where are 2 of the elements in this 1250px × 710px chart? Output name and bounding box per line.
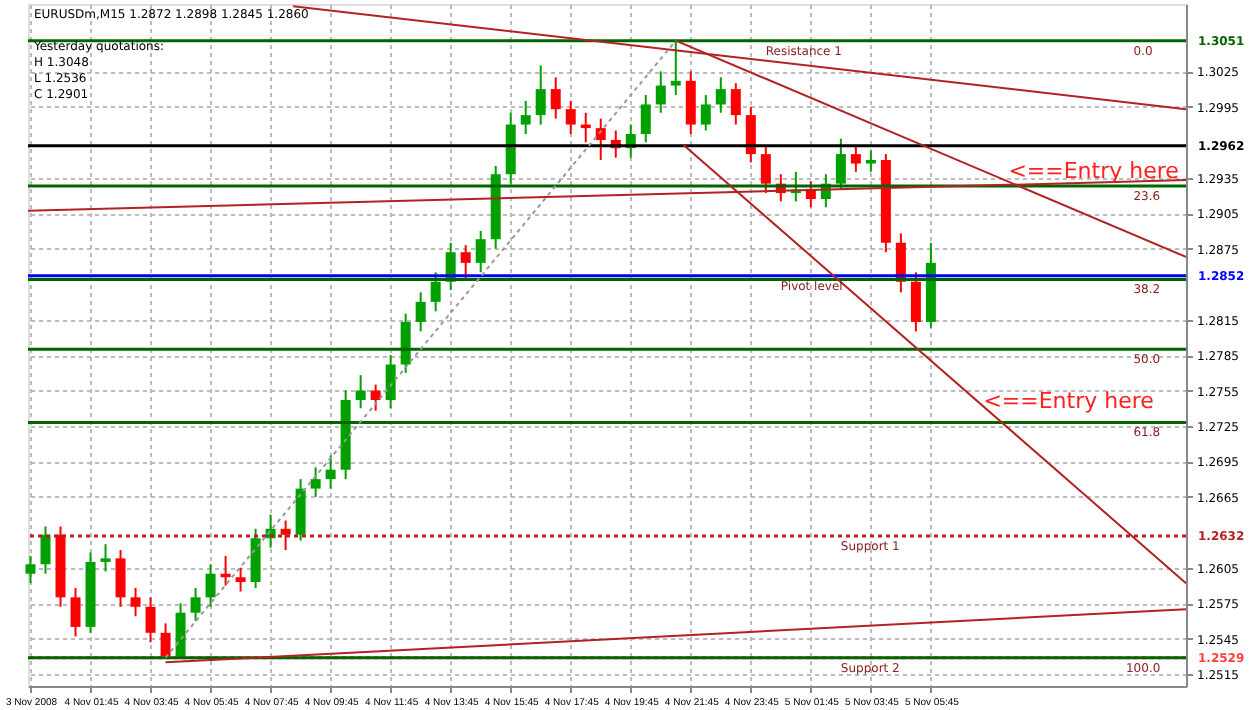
annotation: <==Entry here — [983, 388, 1155, 415]
annotation: <==Entry here — [1008, 157, 1180, 184]
